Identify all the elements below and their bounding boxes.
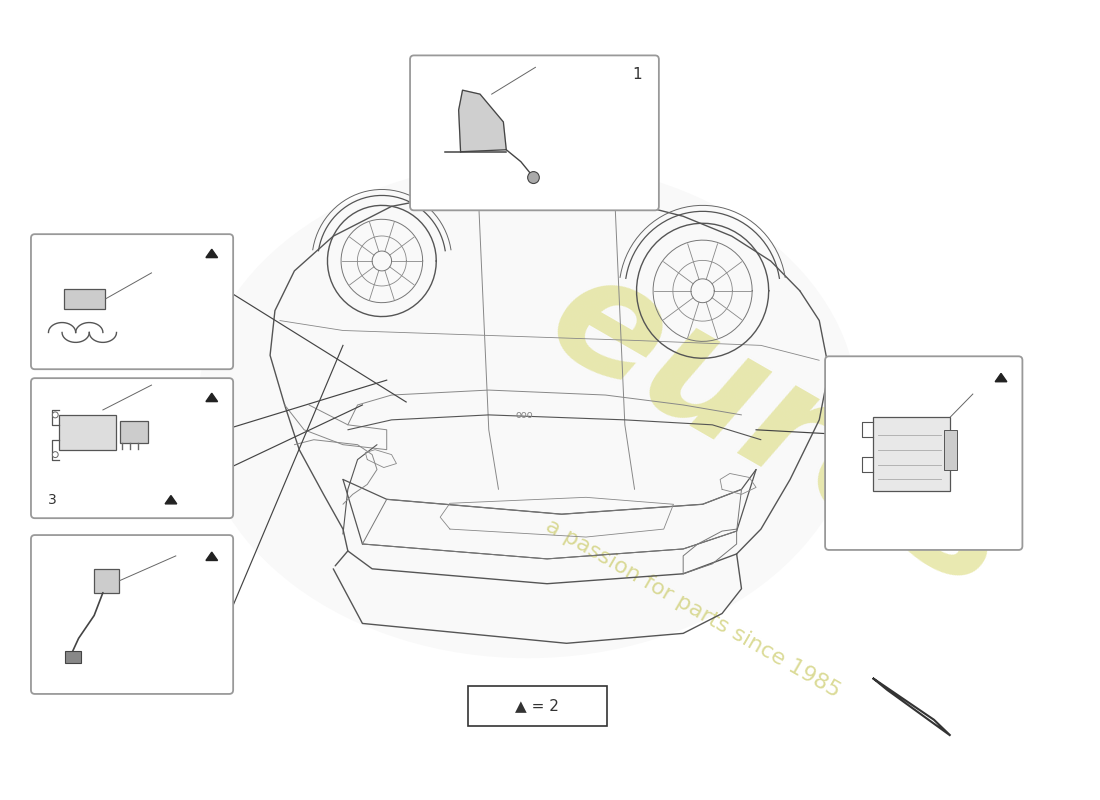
Circle shape [528, 171, 539, 183]
Polygon shape [206, 552, 218, 561]
Bar [65, 651, 80, 663]
Polygon shape [872, 678, 950, 736]
Bar [120, 421, 147, 442]
FancyBboxPatch shape [31, 378, 233, 518]
Circle shape [53, 412, 58, 418]
Bar [468, 686, 607, 726]
Ellipse shape [197, 162, 858, 658]
Circle shape [53, 452, 58, 458]
Text: ▲ = 2: ▲ = 2 [516, 698, 559, 714]
FancyBboxPatch shape [825, 356, 1022, 550]
Text: ooo: ooo [516, 410, 534, 420]
Bar [64, 289, 104, 309]
Polygon shape [459, 90, 506, 152]
Text: 3: 3 [48, 494, 57, 507]
FancyBboxPatch shape [31, 535, 233, 694]
FancyBboxPatch shape [410, 55, 659, 210]
FancyBboxPatch shape [31, 234, 233, 370]
Polygon shape [996, 374, 1006, 382]
Text: 1: 1 [632, 66, 642, 82]
Text: euros: euros [522, 236, 1038, 623]
Bar [944, 430, 957, 470]
Polygon shape [206, 250, 218, 258]
Bar [59, 415, 116, 450]
Text: a passion for parts since 1985: a passion for parts since 1985 [542, 516, 844, 702]
Bar [95, 569, 120, 593]
Polygon shape [165, 495, 177, 504]
Bar [872, 417, 950, 491]
Polygon shape [206, 394, 218, 402]
